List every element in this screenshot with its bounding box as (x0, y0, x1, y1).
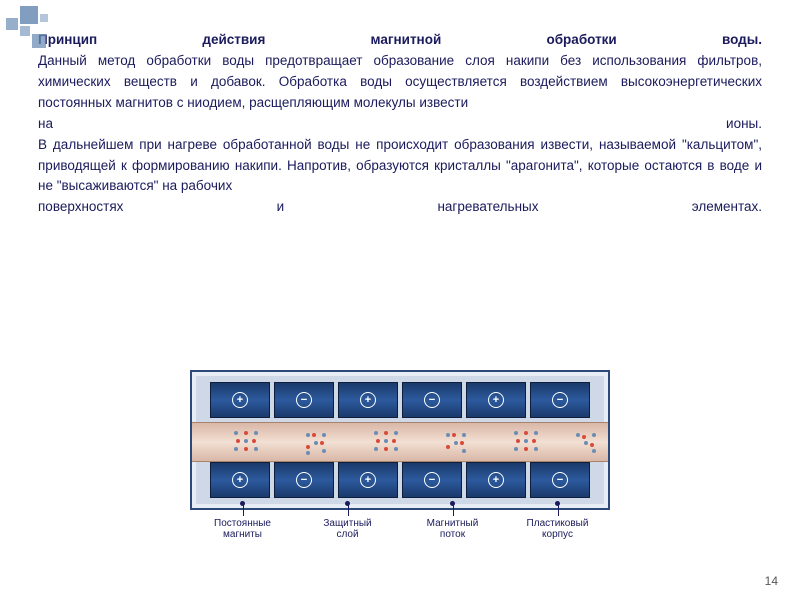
slide: Принцип действия магнитной обработки вод… (0, 0, 800, 600)
pole-minus-icon: − (296, 472, 312, 488)
pole-minus-icon: − (296, 392, 312, 408)
magnet: + (210, 382, 270, 418)
diagram-label: Пластиковыйкорпус (513, 518, 603, 540)
page-number: 14 (765, 574, 778, 588)
magnet: + (466, 462, 526, 498)
body-text: Принцип действия магнитной обработки вод… (38, 30, 762, 218)
magnet: + (338, 382, 398, 418)
magnet: − (530, 462, 590, 498)
paragraph-2: В дальнейшем при нагреве обработанной во… (38, 137, 762, 194)
ion-cluster (512, 429, 540, 457)
diagram-label: Постоянныемагниты (198, 518, 288, 540)
diagram-container: + − + − + − + − + − + − Постоянныемагниты Защитныйс… (190, 370, 610, 540)
pole-plus-icon: + (360, 472, 376, 488)
water-pipe (192, 422, 608, 462)
pole-plus-icon: + (360, 392, 376, 408)
pole-minus-icon: − (552, 472, 568, 488)
magnet: − (402, 382, 462, 418)
magnet: − (402, 462, 462, 498)
magnet: − (274, 382, 334, 418)
magnet: + (338, 462, 398, 498)
magnetic-treatment-diagram: + − + − + − + − + − + − (190, 370, 610, 510)
magnet-row-top: + − + − + − (210, 382, 590, 418)
paragraph-1-last: на ионы. (38, 114, 762, 135)
ion-cluster (372, 429, 400, 457)
diagram-label: Защитныйслой (303, 518, 393, 540)
ion-cluster (442, 429, 470, 457)
magnet: + (466, 382, 526, 418)
pole-plus-icon: + (488, 472, 504, 488)
pole-plus-icon: + (488, 392, 504, 408)
ion-cluster (302, 429, 330, 457)
pole-minus-icon: − (424, 472, 440, 488)
pole-minus-icon: − (424, 392, 440, 408)
diagram-label: Магнитныйпоток (408, 518, 498, 540)
title: Принцип действия магнитной обработки вод… (38, 30, 762, 51)
magnet-row-bottom: + − + − + − (210, 462, 590, 498)
ion-cluster (572, 429, 600, 457)
magnet: − (274, 462, 334, 498)
magnet: − (530, 382, 590, 418)
corner-decoration (6, 6, 66, 51)
paragraph-1: Данный метод обработки воды предотвращае… (38, 53, 762, 110)
pole-plus-icon: + (232, 392, 248, 408)
diagram-labels: Постоянныемагниты Защитныйслой Магнитныйпо… (190, 518, 610, 540)
pole-plus-icon: + (232, 472, 248, 488)
ion-cluster (232, 429, 260, 457)
magnet: + (210, 462, 270, 498)
paragraph-2-last: поверхностях и нагревательных элементах. (38, 197, 762, 218)
pole-minus-icon: − (552, 392, 568, 408)
